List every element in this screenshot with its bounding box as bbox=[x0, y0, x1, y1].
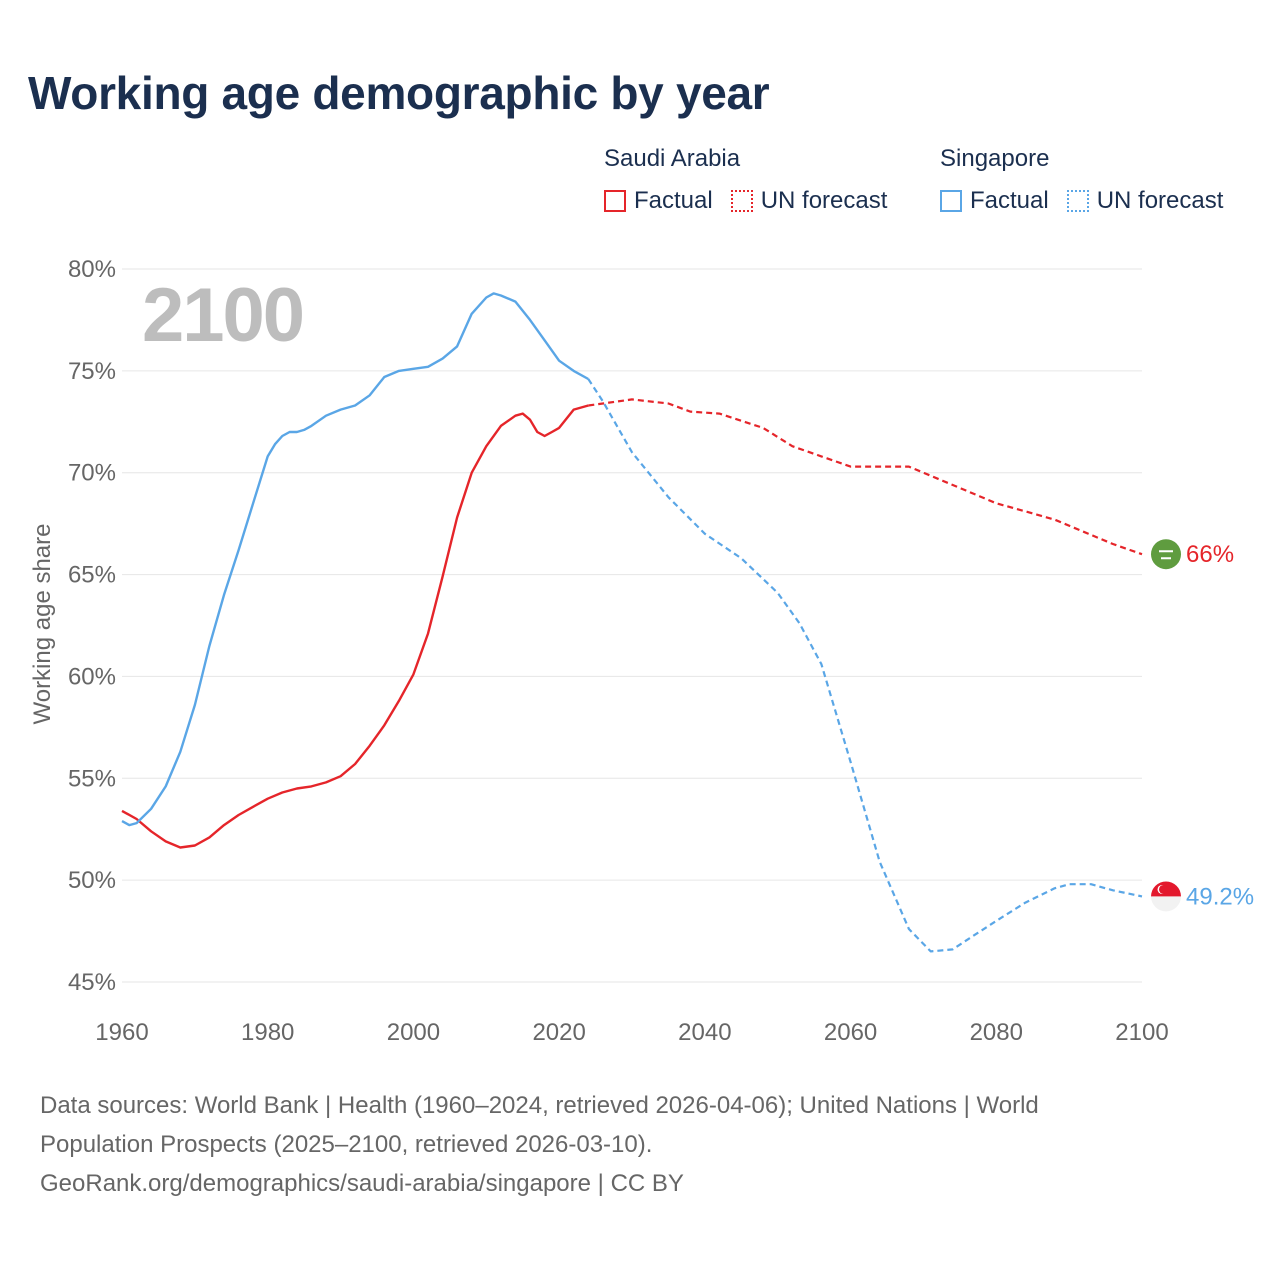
y-tick-label: 75% bbox=[68, 358, 116, 385]
singapore-flag-icon bbox=[1151, 881, 1181, 912]
singapore-forecast-line[interactable] bbox=[587, 378, 1143, 953]
singapore-factual-line[interactable] bbox=[121, 292, 589, 827]
chart-title: Working age demographic by year bbox=[28, 67, 770, 119]
y-tick-label: 80% bbox=[68, 256, 116, 283]
legend-saudi-arabia: Saudi Arabia Factual UN forecast bbox=[604, 144, 905, 216]
x-tick-label: 1960 bbox=[95, 1019, 148, 1046]
series-lines bbox=[121, 292, 1143, 953]
line-chart: 45% 50% 55% 60% 65% 70% 75% 80% 1960 1980 2000 202… bbox=[29, 256, 1254, 1046]
legend-swatch-dotted bbox=[1066, 190, 1089, 212]
x-tick-label: 2020 bbox=[532, 1019, 585, 1046]
x-tick-label: 2040 bbox=[678, 1019, 731, 1046]
legend-group-title: Singapore bbox=[940, 145, 1050, 172]
singapore-end-label: 49.2% bbox=[1186, 883, 1254, 910]
x-axis-ticks: 1960 1980 2000 2020 2040 2060 2080 2100 bbox=[95, 1019, 1168, 1046]
gridlines bbox=[122, 268, 1142, 983]
data-sources: Data sources: World Bank | Health (1960–… bbox=[40, 1086, 1220, 1203]
x-tick-label: 2080 bbox=[970, 1019, 1023, 1046]
saudi-arabia-factual-line[interactable] bbox=[121, 404, 589, 849]
legend-label: UN forecast bbox=[1096, 187, 1224, 214]
legend-label: Factual bbox=[634, 187, 713, 214]
y-tick-label: 50% bbox=[68, 867, 116, 894]
y-axis-ticks: 45% 50% 55% 60% 65% 70% 75% 80% bbox=[68, 256, 116, 996]
legend-label: Factual bbox=[970, 187, 1049, 214]
saudi-arabia-forecast-line[interactable] bbox=[588, 398, 1143, 556]
x-tick-label: 2000 bbox=[387, 1019, 440, 1046]
legend-item-saudi-factual[interactable]: Factual bbox=[604, 187, 713, 215]
y-tick-label: 45% bbox=[68, 969, 116, 996]
legend-label: UN forecast bbox=[760, 187, 888, 214]
legend-singapore: Singapore Factual UN forecast bbox=[940, 144, 1241, 216]
y-tick-label: 55% bbox=[68, 765, 116, 792]
legend-swatch-dotted bbox=[730, 190, 753, 212]
sources-line: Data sources: World Bank | Health (1960–… bbox=[40, 1092, 1039, 1119]
y-axis-title: Working age share bbox=[29, 524, 56, 725]
legend-swatch-solid bbox=[604, 190, 626, 212]
legend-item-saudi-forecast[interactable]: UN forecast bbox=[730, 187, 888, 215]
y-tick-label: 70% bbox=[68, 460, 116, 487]
saudi-arabia-flag-icon bbox=[1151, 539, 1181, 570]
series-end-labels: 66% 49.2% bbox=[1151, 539, 1254, 912]
x-tick-label: 2060 bbox=[824, 1019, 877, 1046]
sources-line: Population Prospects (2025–2100, retriev… bbox=[40, 1131, 653, 1158]
legend-swatch-solid bbox=[940, 190, 962, 212]
x-tick-label: 1980 bbox=[241, 1019, 294, 1046]
saudi-arabia-end-label: 66% bbox=[1186, 541, 1234, 568]
legend-item-singapore-factual[interactable]: Factual bbox=[940, 187, 1049, 215]
y-tick-label: 60% bbox=[68, 663, 116, 690]
legend-group-title: Saudi Arabia bbox=[604, 145, 741, 172]
legend-item-singapore-forecast[interactable]: UN forecast bbox=[1066, 187, 1224, 215]
x-tick-label: 2100 bbox=[1115, 1019, 1168, 1046]
y-tick-label: 65% bbox=[68, 562, 116, 589]
year-watermark: 2100 bbox=[142, 273, 303, 358]
sources-link-line[interactable]: GeoRank.org/demographics/saudi-arabia/si… bbox=[40, 1170, 684, 1197]
